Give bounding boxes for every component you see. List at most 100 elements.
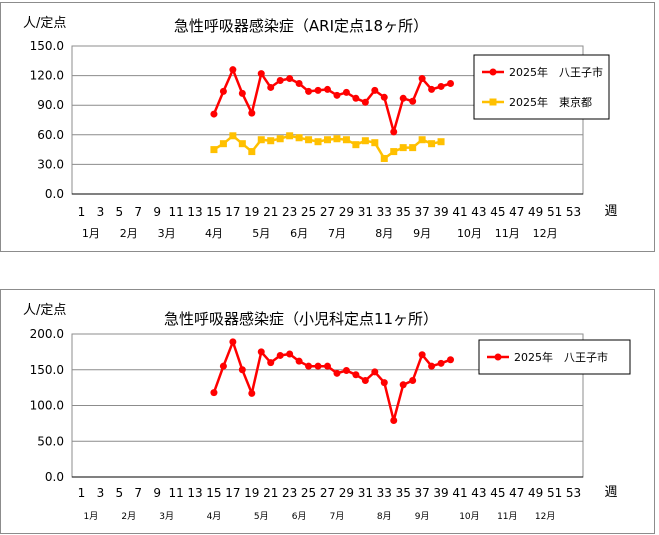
x-tick-label: 45	[490, 486, 505, 500]
data-point	[437, 138, 445, 146]
data-point	[447, 356, 455, 364]
x-tick-label: 5	[115, 486, 123, 500]
x-tick-label: 23	[282, 486, 297, 500]
data-point	[276, 77, 284, 85]
y-tick-label: 0.0	[45, 470, 64, 484]
x-tick-label: 31	[358, 205, 373, 219]
month-label: 3月	[158, 227, 176, 240]
month-label: 7月	[330, 511, 345, 522]
data-point	[238, 366, 246, 374]
data-point	[409, 97, 417, 105]
data-point	[418, 136, 426, 144]
x-tick-label: 1	[78, 205, 86, 219]
x-tick-label: 19	[244, 205, 259, 219]
data-point	[390, 417, 398, 425]
month-label: 11月	[495, 227, 520, 240]
data-point	[361, 376, 369, 384]
x-tick-label: 51	[547, 205, 562, 219]
legend-label: 2025年 東京都	[509, 95, 592, 109]
x-tick-label: 31	[358, 486, 373, 500]
data-point	[314, 86, 322, 94]
x-tick-label: 3	[97, 205, 105, 219]
month-label: 10月	[457, 227, 482, 240]
x-tick-label: 11	[168, 486, 183, 500]
month-label: 11月	[497, 511, 517, 522]
data-point	[305, 87, 313, 95]
data-point	[428, 85, 436, 93]
y-tick-label: 150.0	[30, 363, 64, 377]
x-axis-unit-label: 週	[604, 204, 617, 219]
data-point	[333, 369, 341, 377]
data-point	[342, 366, 350, 374]
month-label: 5月	[252, 227, 270, 240]
x-tick-label: 53	[566, 205, 581, 219]
x-tick-label: 15	[206, 486, 221, 500]
data-point	[437, 359, 445, 367]
x-tick-label: 17	[225, 486, 240, 500]
data-point	[380, 93, 388, 101]
data-point	[352, 371, 360, 379]
legend-box	[473, 54, 610, 120]
data-point	[418, 351, 426, 359]
chart-panel-pediatric: 0.0 50.0 100.0 150.0 200.0 1 3 5 7 9 11 13 15 17 19 21 2…	[0, 289, 655, 534]
data-point	[267, 83, 275, 91]
month-label: 1月	[84, 511, 99, 522]
data-point	[399, 144, 407, 152]
legend-marker	[489, 98, 497, 106]
legend-marker	[489, 68, 497, 76]
x-tick-label: 35	[396, 486, 411, 500]
x-tick-label: 45	[490, 205, 505, 219]
x-tick-label: 13	[187, 486, 202, 500]
data-point	[380, 379, 388, 387]
data-point	[238, 89, 246, 97]
y-tick-label: 0.0	[45, 187, 64, 201]
data-point	[229, 66, 237, 74]
data-point	[371, 86, 379, 94]
data-point	[305, 362, 313, 370]
data-point	[276, 351, 284, 359]
data-point	[324, 362, 331, 370]
x-tick-label: 49	[528, 205, 543, 219]
data-point	[210, 389, 218, 397]
data-point	[428, 362, 436, 370]
x-tick-label: 7	[134, 486, 142, 500]
x-tick-label: 29	[339, 486, 354, 500]
x-tick-label: 1	[78, 486, 86, 500]
data-point	[399, 94, 407, 102]
data-point	[286, 350, 294, 358]
x-tick-label: 25	[301, 486, 316, 500]
month-label: 10月	[459, 511, 479, 522]
data-point	[238, 140, 246, 148]
y-tick-label: 30.0	[37, 157, 64, 171]
y-tick-label: 120.0	[30, 69, 64, 83]
x-tick-label: 7	[134, 205, 142, 219]
x-tick-label: 27	[320, 205, 335, 219]
month-label: 9月	[413, 227, 431, 240]
legend-marker	[494, 353, 502, 361]
x-tick-label: 5	[115, 205, 123, 219]
x-tick-label: 27	[320, 486, 335, 500]
data-point	[447, 79, 455, 87]
data-point	[286, 75, 294, 83]
data-point	[428, 140, 436, 148]
data-point	[409, 144, 417, 152]
data-point	[229, 338, 237, 346]
data-point	[257, 70, 265, 78]
x-tick-label: 9	[153, 205, 161, 219]
data-point	[342, 88, 350, 96]
x-tick-label: 41	[452, 486, 467, 500]
x-tick-label: 9	[153, 486, 161, 500]
data-point	[352, 141, 360, 149]
data-point	[342, 136, 350, 144]
x-tick-label: 37	[414, 205, 429, 219]
legend-label: 2025年 八王子市	[514, 350, 608, 364]
x-tick-label: 15	[206, 205, 221, 219]
data-point	[295, 79, 303, 87]
x-tick-label: 29	[339, 205, 354, 219]
data-point	[352, 94, 360, 102]
x-tick-label: 43	[471, 205, 486, 219]
month-label: 12月	[533, 227, 558, 240]
x-tick-label: 13	[187, 205, 202, 219]
x-axis-unit-label: 週	[604, 485, 617, 500]
